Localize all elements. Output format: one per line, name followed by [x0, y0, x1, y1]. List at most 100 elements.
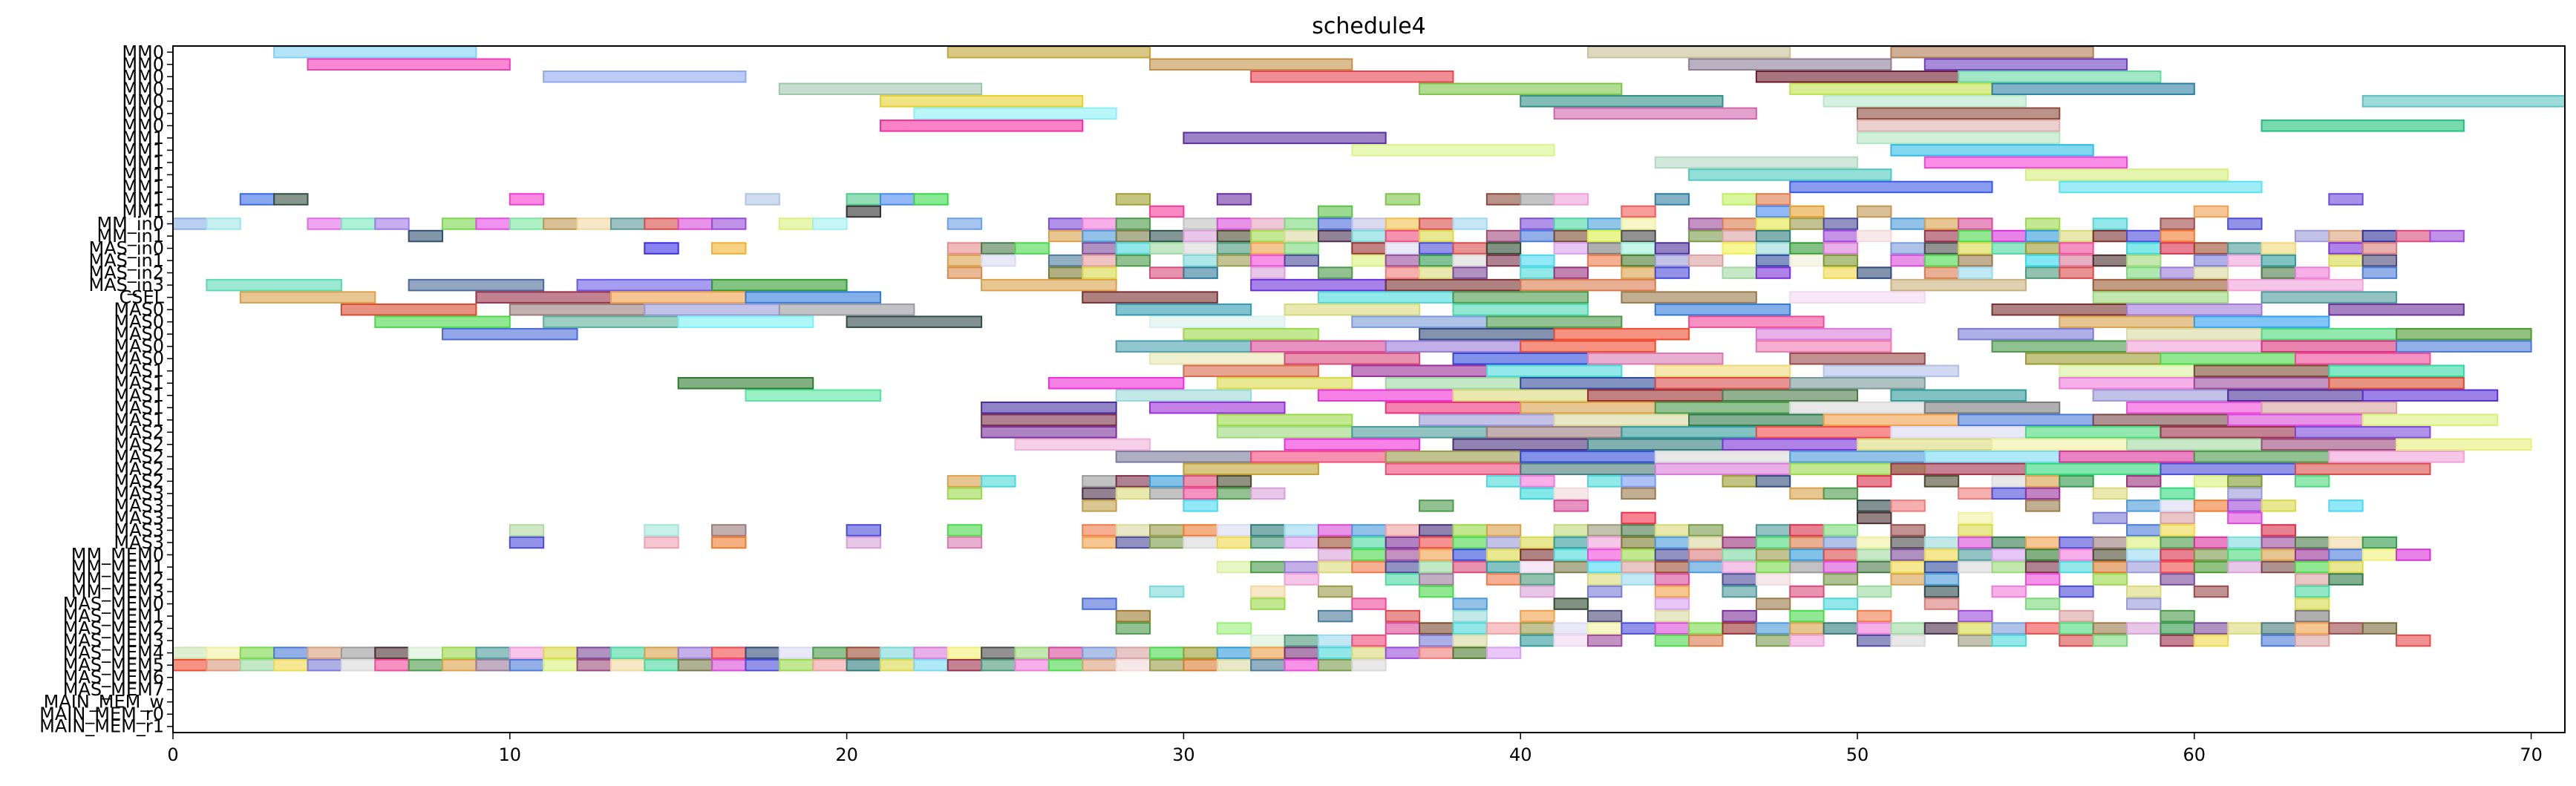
schedule-bar	[1890, 524, 1926, 537]
schedule-bar	[1115, 340, 1252, 353]
schedule-bar	[475, 646, 511, 659]
schedule-bar	[1586, 352, 1724, 365]
schedule-bar	[1654, 156, 1859, 169]
schedule-bar	[1520, 585, 1555, 598]
schedule-bar	[1520, 266, 1555, 279]
schedule-bar	[273, 646, 309, 659]
schedule-bar	[273, 46, 477, 59]
schedule-bar	[1857, 511, 1892, 525]
schedule-bar	[2294, 426, 2431, 439]
schedule-bar	[1351, 254, 1387, 267]
schedule-bar	[1452, 242, 1488, 255]
y-tick-label: MM0	[122, 91, 164, 111]
schedule-bar	[1082, 291, 1218, 304]
schedule-bar	[1419, 266, 1454, 279]
schedule-bar	[1385, 560, 1421, 574]
schedule-bar	[1385, 278, 1522, 292]
schedule-bar	[2193, 536, 2229, 549]
schedule-bar	[1385, 646, 1421, 659]
schedule-bar	[1586, 254, 1623, 267]
schedule-bar	[1250, 646, 1286, 659]
schedule-bar	[1755, 266, 1791, 279]
schedule-bar	[1755, 193, 1791, 206]
schedule-bar	[2227, 500, 2263, 512]
x-tick-label: 10	[499, 744, 522, 765]
schedule-bar	[2092, 278, 2229, 292]
schedule-bar	[1823, 217, 1859, 230]
schedule-bar	[239, 646, 275, 659]
schedule-bar	[947, 475, 983, 488]
schedule-bar	[2126, 500, 2162, 512]
schedule-bar	[2328, 451, 2465, 463]
y-tick-label: MAS2	[114, 446, 164, 467]
schedule-bar	[2260, 119, 2465, 132]
schedule-bar	[1452, 560, 1488, 574]
schedule-bar	[1789, 291, 1926, 304]
schedule-bar	[2059, 609, 2094, 623]
y-tick-label: MAS1	[114, 361, 164, 381]
schedule-bar	[1047, 376, 1185, 390]
schedule-bar	[1520, 609, 1555, 623]
schedule-bar	[2396, 438, 2532, 451]
schedule-bar	[1722, 560, 1757, 574]
schedule-bar	[307, 217, 342, 230]
schedule-bar	[778, 303, 915, 316]
x-tick-label: 20	[835, 744, 858, 765]
schedule-bar	[2160, 426, 2296, 439]
schedule-bar	[1857, 548, 1892, 561]
schedule-bar	[947, 46, 1151, 59]
schedule-bar	[2227, 413, 2364, 427]
schedule-bar	[1755, 426, 1892, 439]
schedule-bar	[172, 646, 208, 659]
schedule-bar	[1958, 487, 1993, 500]
schedule-bar	[442, 646, 477, 659]
schedule-bar	[1115, 229, 1151, 243]
schedule-bar	[745, 193, 780, 206]
schedule-bar	[1452, 217, 1488, 230]
schedule-bar	[1553, 634, 1589, 647]
schedule-bar	[1419, 573, 1454, 586]
schedule-bar	[947, 524, 983, 537]
schedule-bar	[2092, 511, 2128, 525]
schedule-bar	[1385, 242, 1421, 255]
schedule-bar	[172, 658, 208, 672]
y-tick-label: MM1	[122, 152, 164, 173]
schedule-bar	[1047, 266, 1084, 279]
schedule-bar	[1621, 560, 1656, 574]
schedule-bar	[1654, 536, 1690, 549]
schedule-bar	[340, 217, 376, 230]
schedule-bar	[2260, 291, 2398, 304]
schedule-bar	[340, 658, 376, 672]
schedule-bar	[1857, 107, 2061, 120]
schedule-bar	[1216, 242, 1252, 255]
schedule-bar	[1452, 536, 1488, 549]
schedule-bar	[2024, 266, 2061, 279]
schedule-bar	[2059, 376, 2195, 390]
schedule-bar	[1755, 634, 1791, 647]
schedule-bar	[1991, 242, 2027, 255]
schedule-bar	[2092, 487, 2128, 500]
schedule-bar	[677, 658, 713, 672]
schedule-bar	[1115, 451, 1252, 463]
schedule-bar	[1890, 242, 1926, 255]
schedule-bar	[677, 217, 713, 230]
schedule-bar	[947, 217, 983, 230]
schedule-bar	[2328, 364, 2465, 377]
schedule-bar	[2361, 548, 2398, 561]
schedule-bar	[1149, 242, 1185, 255]
schedule-bar	[2024, 536, 2061, 549]
y-tick-label: MM1	[122, 177, 164, 197]
schedule-bar	[1452, 524, 1488, 537]
schedule-bar	[1923, 266, 1960, 279]
schedule-bar	[1722, 217, 1757, 230]
schedule-bar	[1991, 487, 2027, 500]
schedule-bar	[1317, 229, 1353, 243]
schedule-bar	[1553, 413, 1690, 427]
plot-frame	[172, 45, 2566, 733]
schedule-bar	[846, 315, 983, 328]
schedule-bar	[1621, 536, 1656, 549]
schedule-bar	[2294, 548, 2330, 561]
schedule-bar	[1586, 389, 1724, 402]
x-tick-label: 60	[2183, 744, 2206, 765]
schedule-bar	[2328, 254, 2364, 267]
